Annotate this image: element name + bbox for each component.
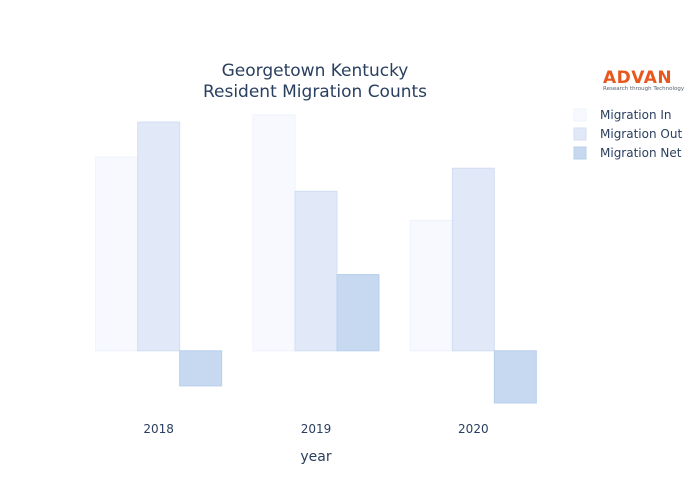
legend-swatch-migration-out [573,127,587,141]
x-axis-title: year [300,449,331,465]
x-tick-label-2019: 2019 [301,422,332,436]
bars-layer [95,114,537,404]
legend-item-migration-net[interactable]: Migration Net [573,146,682,160]
legend[interactable]: Migration In Migration Out Migration Net [573,108,682,160]
legend-item-migration-in[interactable]: Migration In [573,108,672,122]
bar-migration-net-2018[interactable] [179,350,223,387]
legend-item-migration-out[interactable]: Migration Out [573,127,682,141]
logo-wordmark: ADVAN [603,68,672,88]
chart-title-line-1: Georgetown Kentucky [222,61,409,81]
legend-swatch-migration-in [573,108,587,122]
x-tick-label-2020: 2020 [458,422,489,436]
x-tick-label-2018: 2018 [143,422,174,436]
legend-label-migration-out: Migration Out [600,127,682,141]
logo: ADVAN Research through Technology [603,68,685,92]
logo-tagline: Research through Technology [603,86,685,92]
bar-migration-out-2018[interactable] [137,121,181,352]
chart-title: Georgetown Kentucky Resident Migration C… [203,61,427,102]
legend-label-migration-in: Migration In [600,108,672,122]
legend-swatch-migration-net [573,146,587,160]
bar-migration-out-2019[interactable] [294,190,338,352]
bar-migration-in-2020[interactable] [409,219,453,352]
bar-migration-in-2019[interactable] [252,114,296,352]
bar-migration-net-2019[interactable] [336,274,380,352]
bar-migration-in-2018[interactable] [95,156,139,352]
chart-title-line-2: Resident Migration Counts [203,82,427,102]
bar-migration-net-2020[interactable] [493,350,537,404]
legend-label-migration-net: Migration Net [600,146,682,160]
x-axis-ticks: 2018 2019 2020 [143,422,488,436]
bar-migration-out-2020[interactable] [451,167,495,352]
